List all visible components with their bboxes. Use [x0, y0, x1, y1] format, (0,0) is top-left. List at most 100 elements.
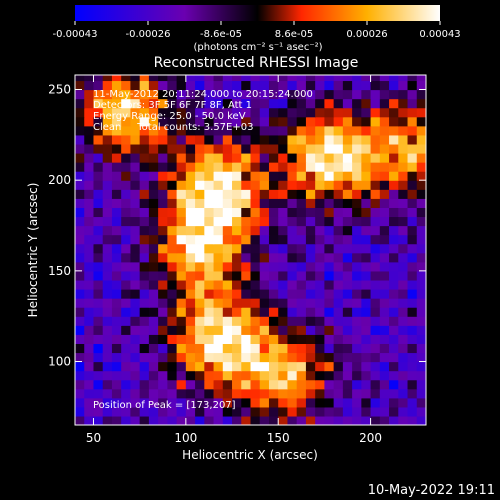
heatmap-cell [222, 361, 233, 372]
heatmap-cell [185, 180, 196, 190]
heatmap-cell [195, 162, 205, 172]
heatmap-cell [324, 180, 335, 190]
heatmap-cell [222, 325, 233, 335]
heatmap-cell [93, 352, 104, 363]
heatmap-cell [250, 243, 261, 254]
heatmap-cell [342, 325, 353, 335]
heatmap-cell [370, 80, 381, 91]
heatmap-cell [361, 261, 372, 272]
heatmap-cell [296, 116, 307, 127]
heatmap-cell [241, 143, 252, 154]
heatmap-cell [213, 125, 224, 136]
heatmap-cell [139, 252, 150, 263]
heatmap-cell [398, 352, 409, 363]
heatmap-cell [139, 325, 150, 335]
heatmap-cell [111, 171, 122, 181]
heatmap-cell [324, 370, 335, 381]
heatmap-cell [148, 316, 159, 326]
heatmap-cell [259, 80, 270, 91]
heatmap-cell [398, 225, 409, 236]
heatmap-cell [241, 288, 252, 299]
heatmap-cell [370, 143, 381, 154]
heatmap-cell [111, 298, 122, 308]
heatmap-cell [213, 180, 224, 190]
heatmap-cell [379, 75, 390, 82]
heatmap-cell [324, 207, 335, 218]
heatmap-cell [259, 352, 270, 363]
heatmap-cell [158, 415, 168, 425]
heatmap-cell [148, 379, 159, 390]
heatmap-cell [296, 288, 307, 299]
heatmap-cell [416, 288, 426, 299]
heatmap-cell [167, 162, 178, 172]
heatmap-cell [75, 75, 85, 82]
heatmap-cell [259, 288, 270, 299]
heatmap-cell [185, 379, 196, 390]
heatmap-cell [204, 225, 215, 236]
heatmap-cell [305, 207, 316, 218]
heatmap-cell [287, 80, 298, 91]
heatmap-cell [176, 134, 187, 145]
heatmap-cell [259, 143, 270, 154]
heatmap-cell [102, 243, 113, 254]
heatmap-cell [389, 80, 399, 91]
heatmap-cell [130, 125, 141, 136]
heatmap-cell [130, 152, 141, 163]
heatmap-cell [352, 189, 362, 199]
heatmap-cell [324, 189, 335, 199]
heatmap-cell [389, 279, 399, 290]
heatmap-cell [111, 116, 122, 127]
heatmap-cell [389, 189, 399, 199]
heatmap-cell [204, 343, 215, 354]
heatmap-cell [342, 288, 353, 299]
heatmap-cell [407, 352, 418, 363]
footer-date: 10-May-2022 19:11 [368, 483, 495, 498]
heatmap-cell [305, 370, 316, 381]
heatmap-cell [296, 270, 307, 281]
heatmap-cell [389, 143, 399, 154]
heatmap-cell [148, 397, 159, 408]
heatmap-cell [139, 307, 150, 317]
heatmap-cell [121, 298, 132, 308]
heatmap-cell [315, 325, 325, 335]
heatmap-cell [102, 361, 113, 372]
heatmap-cell [84, 370, 95, 381]
heatmap-cell [407, 134, 418, 145]
heatmap-cell [296, 180, 307, 190]
heatmap-cell [333, 261, 344, 272]
heatmap-cell [370, 379, 381, 390]
heatmap-cell [148, 171, 159, 181]
heatmap-cell [398, 143, 409, 154]
heatmap-cell [333, 298, 344, 308]
heatmap-cell [296, 207, 307, 218]
heatmap-cell [268, 270, 279, 281]
heatmap-cell [379, 370, 390, 381]
heatmap-cell [352, 216, 362, 227]
heatmap-cell [416, 361, 426, 372]
heatmap-cell [167, 270, 178, 281]
heatmap-cell [111, 352, 122, 363]
heatmap-cell [315, 234, 325, 245]
heatmap-cell [342, 134, 353, 145]
heatmap-cell [389, 334, 399, 344]
heatmap-cell [278, 406, 289, 417]
heatmap-cell [389, 261, 399, 272]
heatmap-cell [213, 261, 224, 272]
heatmap-cell [139, 415, 150, 425]
heatmap-cell [416, 189, 426, 199]
heatmap-cell [93, 80, 104, 91]
heatmap-cell [158, 261, 168, 272]
heatmap-cell [185, 143, 196, 154]
heatmap-cell [370, 352, 381, 363]
heatmap-cell [84, 261, 95, 272]
heatmap-cell [287, 180, 298, 190]
heatmap-cell [287, 134, 298, 145]
heatmap-cell [398, 162, 409, 172]
heatmap-cell [130, 415, 141, 425]
annotation-counts: Clean Total counts: 3.57E+03 [93, 122, 253, 133]
heatmap-cell [379, 316, 390, 326]
heatmap-cell [379, 89, 390, 100]
heatmap-cell [185, 116, 196, 127]
heatmap-cell [167, 279, 178, 290]
heatmap-cell [75, 288, 85, 299]
